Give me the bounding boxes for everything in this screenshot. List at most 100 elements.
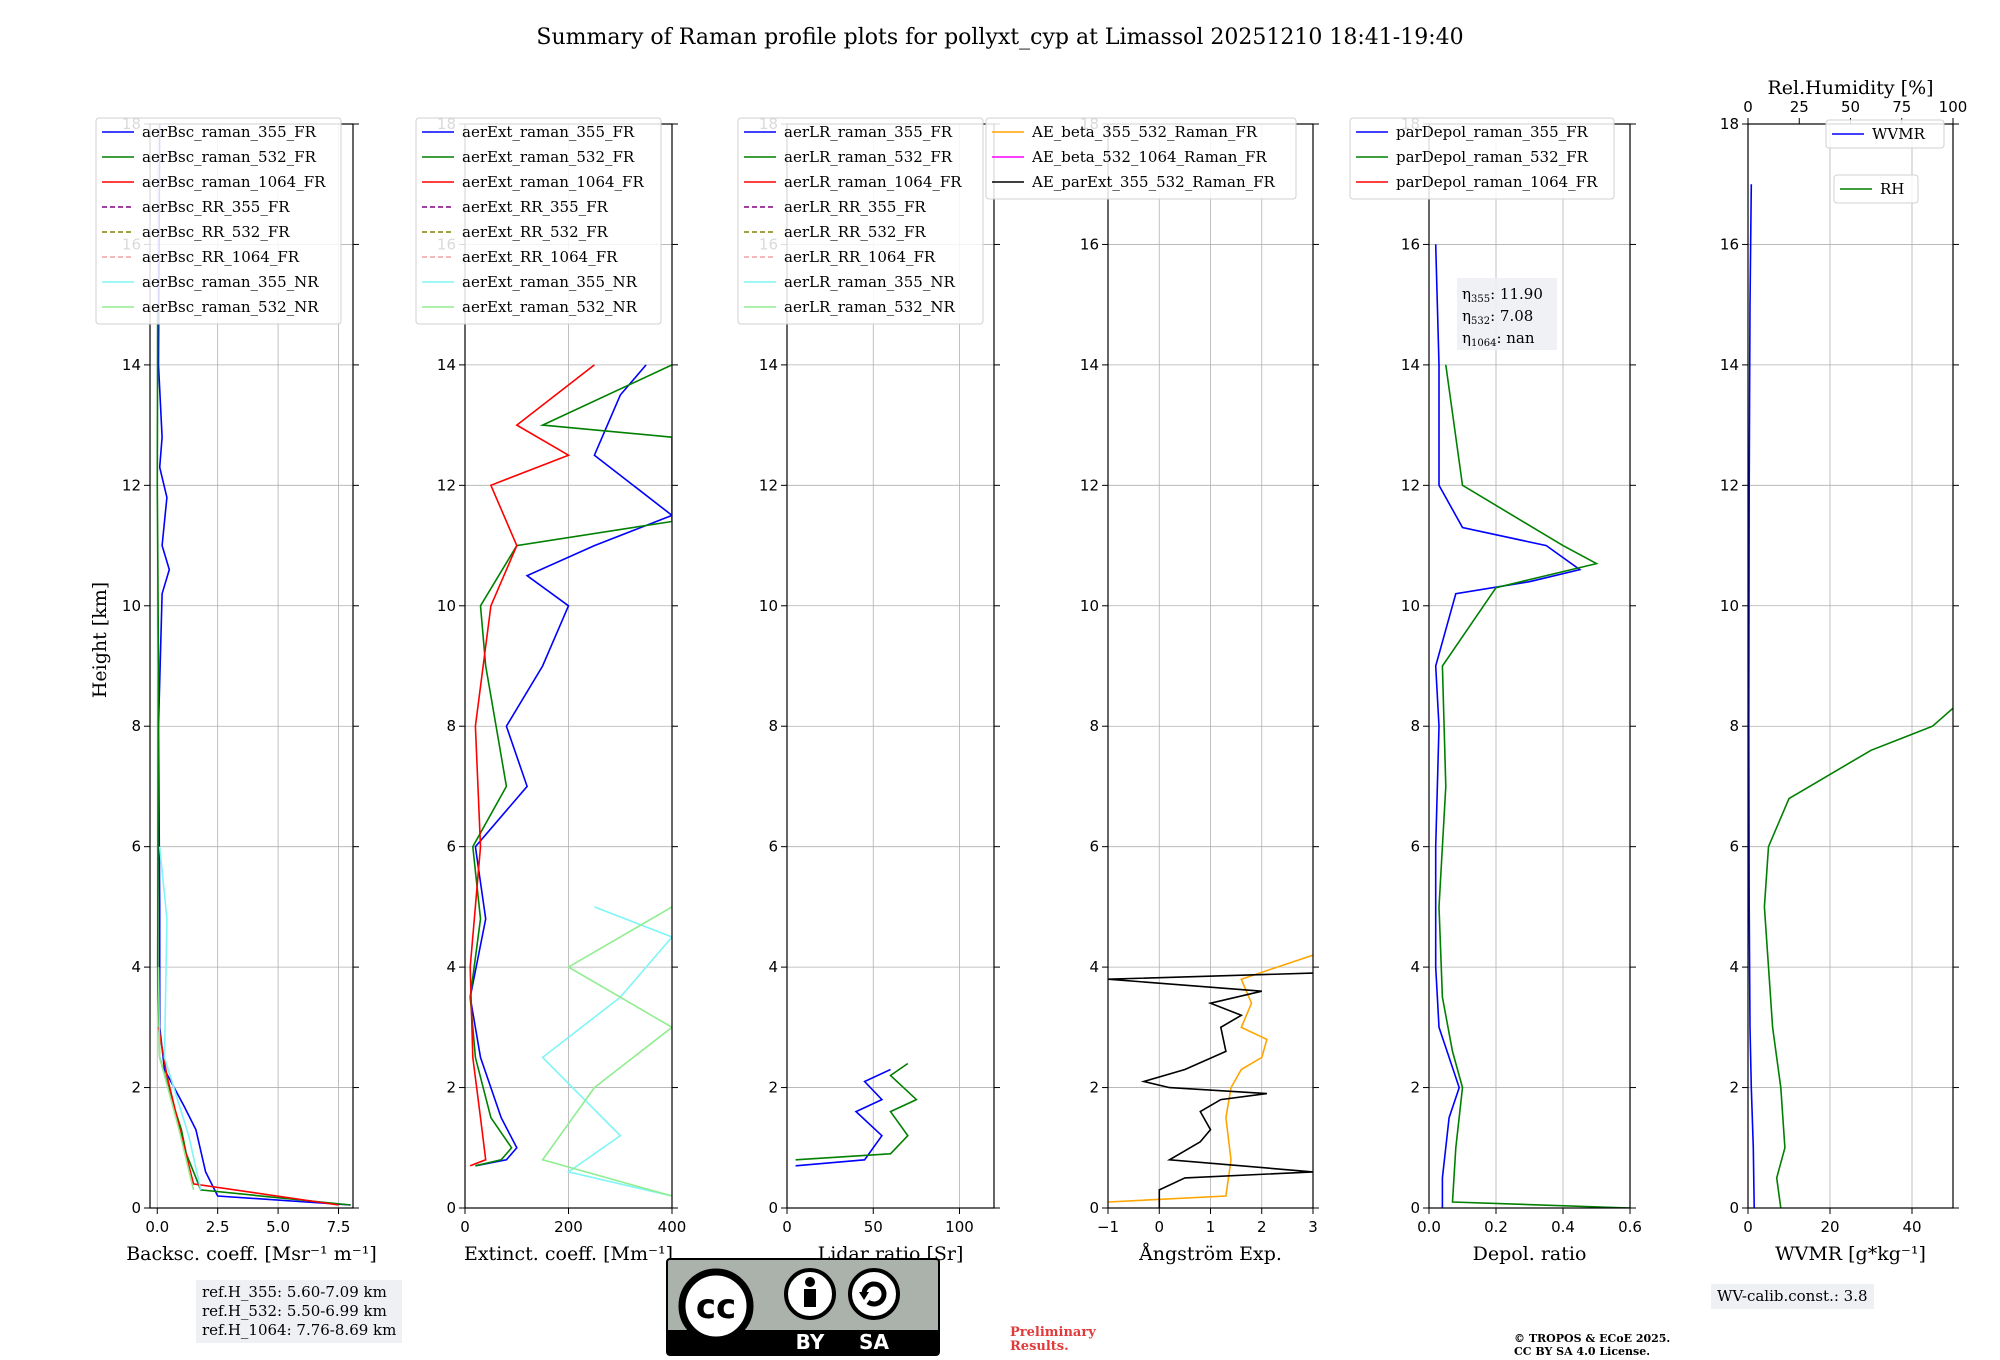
x-tick-label: −1 (1097, 1218, 1119, 1236)
legend-bsc: aerBsc_raman_355_FR aerBsc_raman_532_FRae… (96, 118, 341, 324)
y-tick-label: 18 (1720, 115, 1739, 133)
y-tick-label: 6 (446, 838, 456, 856)
panel-depol: 0246810121416180.00.20.40.6Depol. ratiop… (1350, 115, 1642, 1265)
y-tick-label: 16 (1401, 235, 1420, 253)
y-tick-label: 8 (1729, 717, 1739, 735)
y-tick-label: 0 (1729, 1199, 1739, 1217)
legend-label: aerLR_raman_532_FR (784, 148, 953, 166)
y-tick-label: 6 (1729, 838, 1739, 856)
y-tick-label: 0 (446, 1199, 456, 1217)
y-tick-label: 10 (1080, 597, 1099, 615)
legend-label: aerLR_raman_355_NR (784, 273, 955, 291)
wv-calib-constant: WV-calib.const.: 3.8 (1711, 1284, 1874, 1309)
cc-by-label: BY (796, 1330, 825, 1354)
x-tick-label: 0.6 (1618, 1218, 1642, 1236)
series-aerExt_raman_532_NR (543, 907, 672, 1196)
y-tick-label: 0 (131, 1199, 141, 1217)
legend-label: parDepol_raman_355_FR (1396, 123, 1589, 141)
y-tick-label: 4 (1410, 958, 1420, 976)
x-tick-label: 20 (1820, 1218, 1839, 1236)
y-tick-label: 14 (437, 356, 456, 374)
y-tick-label: 14 (1401, 356, 1420, 374)
preliminary-results-note: Preliminary Results. (1010, 1326, 1096, 1354)
y-tick-label: 6 (768, 838, 778, 856)
y-tick-label: 14 (759, 356, 778, 374)
legend-label: aerExt_raman_1064_FR (462, 173, 644, 191)
series-WVMR (1749, 184, 1754, 1208)
figure-title: Summary of Raman profile plots for polly… (536, 25, 1463, 50)
legend-label: parDepol_raman_532_FR (1396, 148, 1589, 166)
x-axis-label: Extinct. coeff. [Mm⁻¹] (464, 1243, 673, 1265)
y-tick-label: 8 (446, 717, 456, 735)
copyright-line-2: CC BY SA 4.0 License. (1514, 1345, 1670, 1358)
legend-label: aerLR_RR_1064_FR (784, 248, 936, 266)
series-aerLR_raman_355_FR (796, 1070, 891, 1166)
legend-label: aerBsc_RR_532_FR (142, 223, 290, 241)
y-tick-label: 2 (1089, 1079, 1099, 1097)
top-x-tick-label: 0 (1743, 98, 1753, 116)
legend-label: aerLR_raman_1064_FR (784, 173, 962, 191)
share-alike-icon (850, 1270, 898, 1318)
x-tick-label: 100 (945, 1218, 974, 1236)
x-axis-label: Ångström Exp. (1138, 1243, 1282, 1265)
series-parDepol_raman_532_FR (1439, 365, 1630, 1208)
x-tick-label: 5.0 (266, 1218, 290, 1236)
y-tick-label: 8 (768, 717, 778, 735)
legend-label: AE_beta_355_532_Raman_FR (1031, 123, 1258, 141)
top-x-tick-label: 25 (1790, 98, 1809, 116)
x-tick-label: 0 (1743, 1218, 1753, 1236)
preliminary-line-1: Preliminary (1010, 1326, 1096, 1340)
series-aerBsc_raman_355_NR (160, 847, 201, 1190)
y-tick-label: 8 (1410, 717, 1420, 735)
series-aerBsc_raman_532_NR (159, 967, 194, 1190)
ref-height-1064: ref.H_1064: 7.76-8.69 km (202, 1321, 396, 1340)
y-tick-label: 12 (1080, 476, 1099, 494)
svg-text:cc: cc (696, 1287, 736, 1327)
x-tick-label: 40 (1902, 1218, 1921, 1236)
y-tick-label: 0 (768, 1199, 778, 1217)
ref-height-355: ref.H_355: 5.60-7.09 km (202, 1283, 396, 1302)
legend-label: aerBsc_raman_355_NR (142, 273, 319, 291)
y-tick-label: 2 (131, 1079, 141, 1097)
x-tick-label: 0.2 (1484, 1218, 1508, 1236)
y-tick-label: 10 (759, 597, 778, 615)
y-tick-label: 12 (759, 476, 778, 494)
top-x-tick-label: 75 (1892, 98, 1911, 116)
y-tick-label: 16 (1720, 235, 1739, 253)
legend-label: RH (1880, 180, 1904, 198)
top-x-tick-label: 50 (1841, 98, 1860, 116)
x-tick-label: 0 (1154, 1218, 1164, 1236)
legend-label: aerLR_raman_532_NR (784, 298, 955, 316)
y-tick-label: 12 (122, 476, 141, 494)
legend-label: parDepol_raman_1064_FR (1396, 173, 1598, 191)
x-tick-label: 2 (1257, 1218, 1267, 1236)
y-tick-label: 10 (437, 597, 456, 615)
x-tick-label: 50 (864, 1218, 883, 1236)
x-tick-label: 200 (554, 1218, 583, 1236)
y-tick-label: 6 (1410, 838, 1420, 856)
x-axis-label: Backsc. coeff. [Msr⁻¹ m⁻¹] (126, 1243, 377, 1265)
reference-height-box: ref.H_355: 5.60-7.09 km ref.H_532: 5.50-… (196, 1280, 402, 1343)
y-tick-label: 16 (1080, 235, 1099, 253)
top-x-axis-label: Rel.Humidity [%] (1767, 77, 1933, 99)
legend-wv: WVMRRH (1826, 120, 1944, 203)
y-tick-label: 0 (1089, 1199, 1099, 1217)
legend-label: aerLR_RR_532_FR (784, 223, 926, 241)
legend-label: aerExt_raman_532_FR (462, 148, 635, 166)
x-tick-label: 7.5 (327, 1218, 351, 1236)
legend-label: aerExt_raman_532_NR (462, 298, 638, 316)
x-tick-label: 400 (658, 1218, 687, 1236)
y-tick-label: 4 (1089, 958, 1099, 976)
y-tick-label: 2 (1729, 1079, 1739, 1097)
legend-label: AE_parExt_355_532_Raman_FR (1031, 173, 1276, 191)
cc-by-sa-logo: cc BY SA (666, 1258, 940, 1356)
copyright-note: © TROPOS & ECoE 2025. CC BY SA 4.0 Licen… (1514, 1332, 1670, 1358)
y-tick-label: 4 (131, 958, 141, 976)
y-tick-label: 14 (1080, 356, 1099, 374)
y-tick-label: 6 (1089, 838, 1099, 856)
legend-ext: aerExt_raman_355_FRaerExt_raman_532_FRae… (416, 118, 661, 324)
series-aerExt_raman_355_NR (543, 907, 672, 1196)
